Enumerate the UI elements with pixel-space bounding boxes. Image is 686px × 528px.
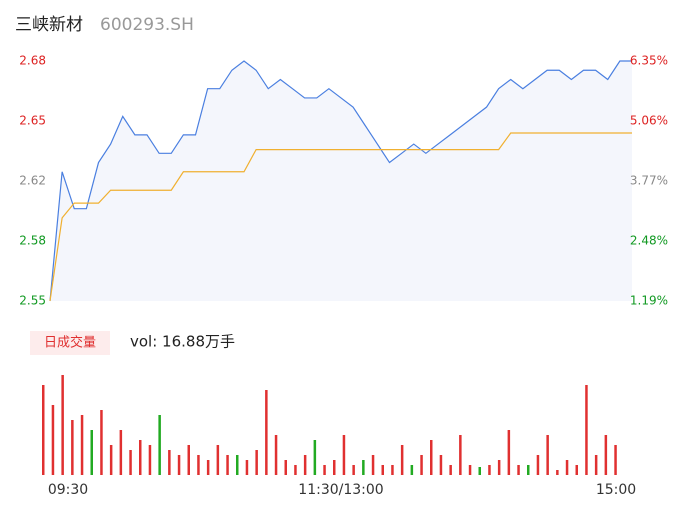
volume-summary: vol: 16.88万手 (130, 333, 235, 351)
volume-bar (236, 455, 239, 475)
volume-bar (333, 460, 336, 475)
volume-bar (294, 465, 297, 475)
volume-bar (90, 430, 93, 475)
volume-bar (284, 460, 287, 475)
volume-bar (255, 450, 258, 475)
volume-bar (352, 465, 355, 475)
volume-bar (100, 410, 103, 475)
volume-bar (303, 455, 307, 475)
x-tick-label: 15:00 (596, 482, 636, 498)
volume-bar (323, 465, 326, 475)
volume-label-bg (30, 331, 110, 355)
volume-bar (594, 455, 598, 475)
volume-bar (517, 465, 520, 475)
volume-bar (575, 465, 578, 475)
volume-bar (497, 460, 501, 475)
volume-bar (80, 415, 84, 475)
volume-bar (129, 450, 132, 475)
volume-bar (546, 435, 549, 475)
price-line (49, 60, 632, 302)
volume-bar (565, 460, 569, 475)
volume-bar (148, 445, 152, 475)
y-tick-label: 2.62 (19, 174, 46, 188)
volume-bar (614, 445, 617, 475)
volume-bar (439, 455, 443, 475)
y2-tick-label: 5.06% (630, 114, 668, 128)
volume-bar (177, 455, 181, 475)
volume-bar (371, 455, 375, 475)
y2-tick-label: 1.19% (630, 294, 668, 308)
y-tick-label: 2.58 (19, 234, 46, 248)
volume-bar (71, 420, 74, 475)
volume-bar (468, 465, 472, 475)
stock-code: 600293.SH (100, 15, 194, 35)
volume-bar (585, 385, 588, 475)
volume-bar (430, 440, 433, 475)
volume-bar (488, 465, 491, 475)
volume-bar (342, 435, 346, 475)
y2-tick-label: 2.48% (630, 234, 668, 248)
volume-bar (265, 390, 268, 475)
volume-bar (226, 455, 229, 475)
volume-bar (109, 445, 113, 475)
volume-bar (168, 450, 171, 475)
volume-bar (420, 455, 423, 475)
volume-bar (459, 435, 462, 475)
volume-bar (119, 430, 123, 475)
volume-bar (216, 445, 220, 475)
volume-bar (391, 465, 394, 475)
volume-bar (604, 435, 608, 475)
y-tick-label: 2.65 (19, 114, 46, 128)
y2-tick-label: 6.35% (630, 54, 668, 68)
volume-bar (274, 435, 278, 475)
volume-bar (410, 465, 414, 475)
price-area (50, 61, 632, 301)
volume-bar (61, 375, 64, 475)
volume-bar (313, 440, 317, 475)
volume-bar (507, 430, 511, 475)
volume-bar (362, 460, 365, 475)
volume-bar (536, 455, 540, 475)
x-tick-label: 09:30 (48, 482, 88, 498)
volume-bar (158, 415, 161, 475)
volume-bar (139, 440, 142, 475)
stock-name: 三峡新材 (15, 15, 83, 35)
y2-tick-label: 3.77% (630, 174, 668, 188)
average-line (49, 132, 632, 302)
volume-bar (187, 445, 190, 475)
y-tick-label: 2.68 (19, 54, 46, 68)
x-tick-label: 11:30/13:00 (298, 482, 383, 498)
volume-bar (42, 385, 45, 475)
volume-bar (556, 470, 559, 475)
volume-bar (197, 455, 200, 475)
volume-bar (400, 445, 404, 475)
volume-bar (449, 465, 452, 475)
volume-bar (206, 460, 210, 475)
volume-bar (381, 465, 384, 475)
volume-bar (527, 465, 530, 475)
volume-bar (478, 467, 481, 475)
y-tick-label: 2.55 (19, 294, 46, 308)
volume-label: 日成交量 (44, 335, 96, 351)
volume-bar (51, 405, 55, 475)
volume-bar (245, 460, 249, 475)
